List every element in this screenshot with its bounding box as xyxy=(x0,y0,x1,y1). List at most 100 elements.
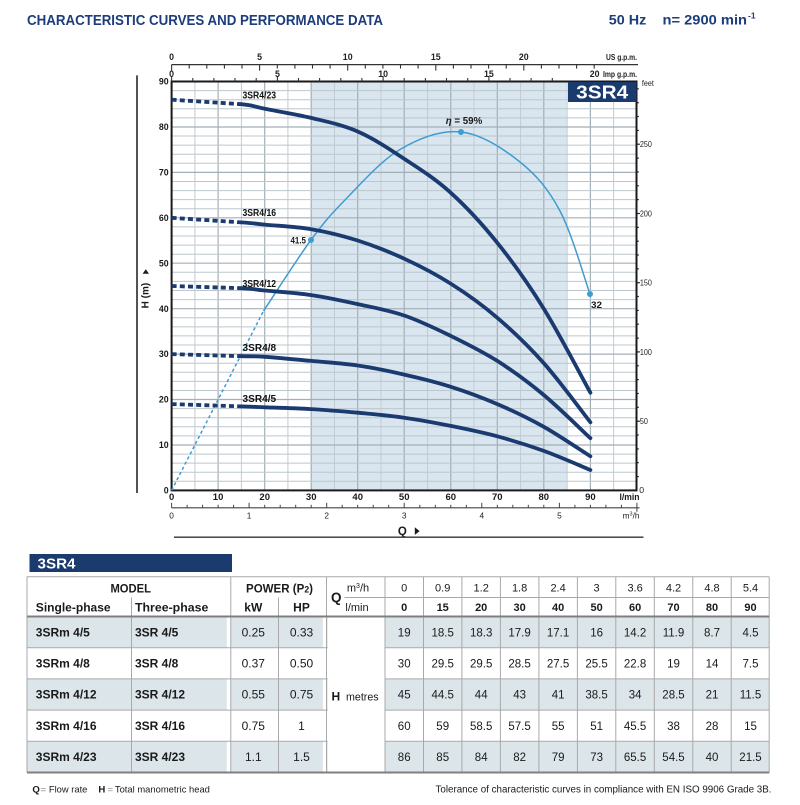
svg-text:55: 55 xyxy=(552,721,565,733)
svg-text:n= 2900 min: n= 2900 min xyxy=(663,13,748,28)
svg-text:4.5: 4.5 xyxy=(743,627,759,639)
svg-text:16: 16 xyxy=(590,627,603,639)
svg-text:51: 51 xyxy=(590,721,603,733)
svg-text:5.4: 5.4 xyxy=(743,583,758,595)
svg-text:18.3: 18.3 xyxy=(470,627,492,639)
svg-text:10: 10 xyxy=(378,69,388,79)
svg-text:57.5: 57.5 xyxy=(508,721,530,733)
svg-text:43: 43 xyxy=(513,690,526,702)
svg-text:10: 10 xyxy=(213,492,224,503)
svg-text:0: 0 xyxy=(169,52,174,62)
svg-text:19: 19 xyxy=(667,659,680,671)
svg-text:82: 82 xyxy=(513,752,526,764)
svg-text:HP: HP xyxy=(293,601,310,615)
svg-text:3SR 4/5: 3SR 4/5 xyxy=(135,625,179,639)
svg-text:58.5: 58.5 xyxy=(470,721,492,733)
svg-text:metres: metres xyxy=(346,692,379,704)
svg-text:Single-phase: Single-phase xyxy=(36,601,111,615)
svg-text:3SR4: 3SR4 xyxy=(576,83,628,103)
svg-text:-1: -1 xyxy=(748,11,756,21)
svg-text:50 Hz: 50 Hz xyxy=(609,13,647,28)
svg-text:0: 0 xyxy=(164,486,169,496)
svg-text:4.8: 4.8 xyxy=(704,583,719,595)
svg-text:60: 60 xyxy=(398,721,411,733)
svg-text:1.8: 1.8 xyxy=(512,583,527,595)
svg-text:3SR 4/16: 3SR 4/16 xyxy=(135,719,185,733)
svg-text:=: = xyxy=(108,784,114,795)
svg-text:79: 79 xyxy=(552,752,565,764)
svg-text:11.9: 11.9 xyxy=(663,627,685,639)
svg-text:70: 70 xyxy=(492,492,503,503)
svg-text:5: 5 xyxy=(275,69,280,79)
svg-text:19: 19 xyxy=(398,627,411,639)
svg-text:100: 100 xyxy=(640,347,652,357)
svg-text:65.5: 65.5 xyxy=(624,752,646,764)
svg-text:4: 4 xyxy=(479,511,484,521)
svg-text:0.25: 0.25 xyxy=(242,625,266,639)
svg-text:l/min: l/min xyxy=(345,602,368,614)
svg-text:15: 15 xyxy=(431,52,441,62)
svg-text:3SR4/5: 3SR4/5 xyxy=(243,393,277,405)
svg-text:0.50: 0.50 xyxy=(290,657,314,671)
svg-text:Imp g.p.m.: Imp g.p.m. xyxy=(603,69,637,79)
svg-text:1: 1 xyxy=(298,719,305,733)
svg-text:Q: Q xyxy=(398,526,407,538)
svg-text:3: 3 xyxy=(594,583,600,595)
svg-text:20: 20 xyxy=(519,52,529,62)
svg-text:m3/h: m3/h xyxy=(623,511,640,521)
svg-text:41: 41 xyxy=(552,690,565,702)
svg-text:38: 38 xyxy=(667,721,680,733)
svg-text:50: 50 xyxy=(159,258,169,268)
svg-text:41.5: 41.5 xyxy=(291,236,307,246)
svg-text:40: 40 xyxy=(352,492,363,503)
svg-text:3SR4/23: 3SR4/23 xyxy=(243,90,277,102)
svg-text:11.5: 11.5 xyxy=(740,690,762,702)
svg-text:60: 60 xyxy=(446,492,457,503)
svg-text:l/min: l/min xyxy=(620,492,640,503)
svg-text:90: 90 xyxy=(159,77,169,87)
svg-text:50: 50 xyxy=(399,492,410,503)
svg-text:3SRm 4/23: 3SRm 4/23 xyxy=(36,750,97,764)
svg-text:20: 20 xyxy=(590,69,600,79)
svg-text:90: 90 xyxy=(585,492,596,503)
svg-text:3.6: 3.6 xyxy=(627,583,642,595)
svg-text:3SR 4/12: 3SR 4/12 xyxy=(135,688,185,702)
svg-text:34: 34 xyxy=(629,690,642,702)
svg-text:0.75: 0.75 xyxy=(290,688,314,702)
svg-text:18.5: 18.5 xyxy=(432,627,454,639)
svg-text:45.5: 45.5 xyxy=(624,721,646,733)
svg-text:3SR4/8: 3SR4/8 xyxy=(243,342,277,354)
svg-text:38.5: 38.5 xyxy=(585,690,607,702)
svg-text:30: 30 xyxy=(159,349,169,359)
svg-text:80: 80 xyxy=(539,492,550,503)
svg-text:80: 80 xyxy=(159,122,169,132)
svg-text:Tolerance of characteristic cu: Tolerance of characteristic curves in co… xyxy=(436,785,772,796)
svg-text:1: 1 xyxy=(247,511,252,521)
svg-text:17.1: 17.1 xyxy=(547,627,569,639)
svg-text:20: 20 xyxy=(259,492,270,503)
svg-text:3SR 4/8: 3SR 4/8 xyxy=(135,657,179,671)
svg-text:0: 0 xyxy=(169,492,174,503)
svg-text:1.5: 1.5 xyxy=(293,750,310,764)
svg-text:3SRm 4/8: 3SRm 4/8 xyxy=(36,657,90,671)
svg-text:15: 15 xyxy=(484,69,494,79)
svg-text:40: 40 xyxy=(552,602,564,614)
svg-text:15: 15 xyxy=(437,602,449,614)
svg-text:40: 40 xyxy=(159,304,169,314)
svg-text:80: 80 xyxy=(706,602,718,614)
svg-text:21: 21 xyxy=(706,690,719,702)
svg-text:21.5: 21.5 xyxy=(739,752,761,764)
svg-text:32: 32 xyxy=(591,300,602,310)
svg-text:150: 150 xyxy=(640,278,652,288)
svg-text:3SR4/16: 3SR4/16 xyxy=(243,207,277,219)
svg-text:=: = xyxy=(41,784,47,795)
svg-text:29.5: 29.5 xyxy=(432,659,454,671)
svg-text:2.4: 2.4 xyxy=(550,583,565,595)
svg-text:90: 90 xyxy=(744,602,756,614)
svg-text:3SRm 4/16: 3SRm 4/16 xyxy=(36,719,97,733)
svg-text:0.75: 0.75 xyxy=(242,719,266,733)
svg-text:200: 200 xyxy=(640,209,652,219)
svg-text:US g.p.m.: US g.p.m. xyxy=(606,52,637,62)
svg-text:27.5: 27.5 xyxy=(547,659,569,671)
svg-text:54.5: 54.5 xyxy=(662,752,684,764)
